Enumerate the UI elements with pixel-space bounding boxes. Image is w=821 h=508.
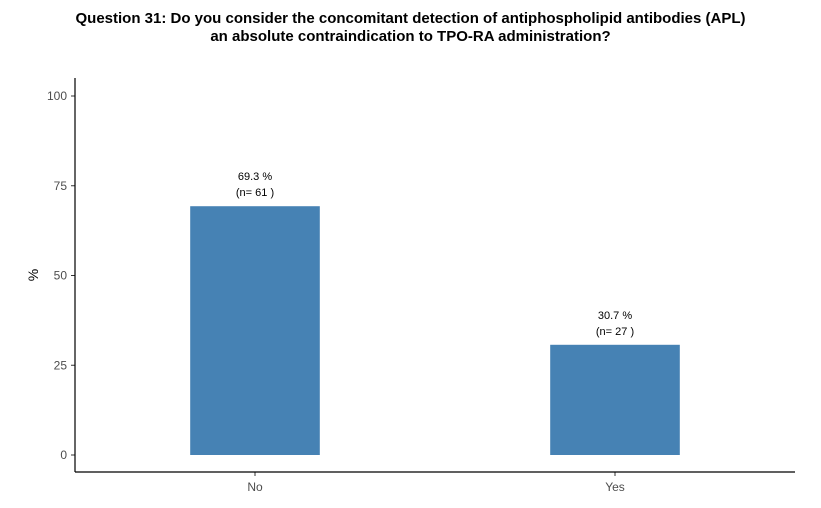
bar — [550, 344, 680, 455]
x-tick-label: No — [247, 480, 263, 494]
y-tick-label: 0 — [60, 448, 67, 462]
chart-title: Question 31: Do you consider the concomi… — [0, 10, 821, 46]
chart-title-line-1: Question 31: Do you consider the concomi… — [75, 10, 746, 27]
y-axis-title: % — [25, 269, 41, 281]
bar-value-label: 30.7 % — [598, 310, 632, 322]
bar — [190, 206, 320, 455]
bars-group: 69.3 % (n= 61 ) 30.7 % (n= 27 ) — [190, 171, 680, 455]
x-axis-ticks: No Yes — [247, 472, 625, 494]
y-tick-label: 50 — [54, 269, 68, 283]
bar-value-label: 69.3 % — [238, 171, 272, 183]
y-tick-label: 75 — [54, 179, 68, 193]
bar-count-label: (n= 61 ) — [236, 187, 274, 199]
bar-count-label: (n= 27 ) — [596, 326, 634, 338]
chart-title-line-2: an absolute contraindication to TPO-RA a… — [210, 28, 611, 45]
y-tick-label: 100 — [47, 89, 67, 103]
y-tick-label: 25 — [54, 358, 68, 372]
x-tick-label: Yes — [605, 480, 625, 494]
y-axis-ticks: 0 25 50 75 100 — [47, 89, 75, 462]
